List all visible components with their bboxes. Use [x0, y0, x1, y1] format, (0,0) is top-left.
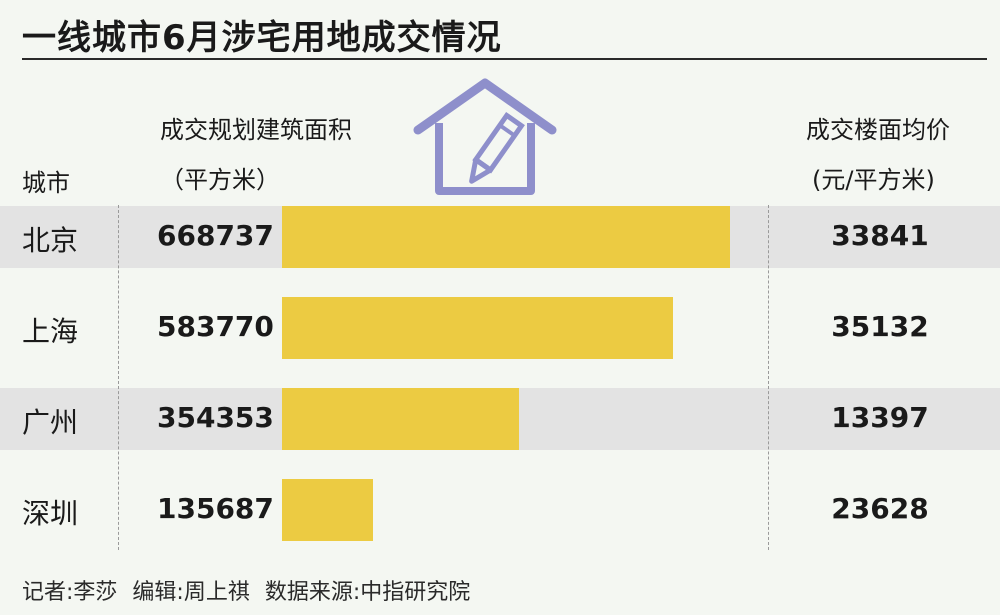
title-divider [22, 58, 987, 60]
column-divider [768, 205, 769, 550]
price-value-label: 13397 [831, 401, 929, 434]
area-value-label: 668737 [157, 219, 274, 252]
price-header-line2: (元/平方米) [812, 166, 935, 194]
price-header-line1: 成交楼面均价 [806, 116, 950, 144]
price-value-label: 35132 [831, 310, 929, 343]
area-header-line1: 成交规划建筑面积 [160, 116, 352, 144]
city-header: 城市 [22, 169, 70, 197]
price-value-label: 23628 [831, 492, 929, 525]
area-value-label: 583770 [157, 310, 274, 343]
footer-credits: 记者:李莎 编辑:周上祺 数据来源:中指研究院 [22, 574, 478, 606]
area-value-label: 354353 [157, 401, 274, 434]
column-divider [118, 205, 119, 550]
city-label: 北京 [22, 224, 79, 257]
house-pencil-icon [413, 78, 557, 195]
bar-1 [282, 206, 730, 268]
city-label: 上海 [22, 315, 79, 348]
price-value-label: 33841 [831, 219, 929, 252]
city-label: 深圳 [22, 497, 79, 530]
source-credit: 数据来源:中指研究院 [264, 580, 471, 605]
reporter-credit: 记者:李莎 [22, 580, 118, 605]
bar-4 [282, 479, 373, 541]
bar-3 [282, 388, 519, 450]
bar-2 [282, 297, 673, 359]
editor-credit: 编辑:周上祺 [132, 580, 250, 605]
city-label: 广州 [22, 406, 79, 439]
chart-title: 一线城市6月涉宅用地成交情况 [22, 18, 502, 58]
area-value-label: 135687 [157, 492, 274, 525]
area-header-line2: （平方米） [160, 166, 280, 194]
